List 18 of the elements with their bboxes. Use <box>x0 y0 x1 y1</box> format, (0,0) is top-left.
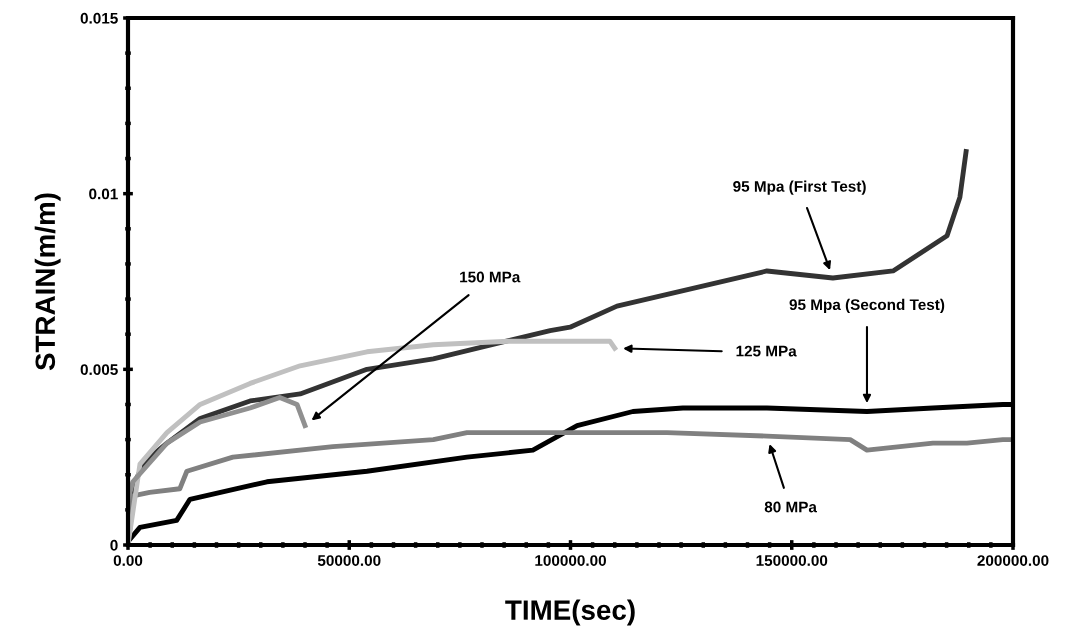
line-series <box>128 338 618 545</box>
annotation: 125 MPa <box>736 345 797 357</box>
x-axis-title: TIME(sec) <box>505 599 635 626</box>
annotation: 95 Mpa (Second Test) <box>789 298 945 314</box>
x-tick-label: 50000.00 <box>317 555 381 566</box>
y-tick-label: 0.015 <box>80 12 118 24</box>
annotation: 80 MPa <box>764 501 818 513</box>
x-tick-label: 200000.00 <box>977 555 1049 566</box>
y-tick-label: 0.01 <box>89 188 118 200</box>
x-tick-label: 100000.00 <box>535 555 606 566</box>
x-tick-label: 0.00 <box>113 555 143 566</box>
y-tick-label: 0.005 <box>80 364 118 376</box>
y-tick-label: 0 <box>110 539 118 551</box>
line-series <box>128 395 308 502</box>
annotation: 150 MPa <box>460 271 521 283</box>
y-axis-title: STRAIN(m/m) <box>34 193 61 371</box>
x-tick-label: 150000.00 <box>756 555 828 566</box>
annotation: 95 Mpa (First Test) <box>733 180 866 195</box>
